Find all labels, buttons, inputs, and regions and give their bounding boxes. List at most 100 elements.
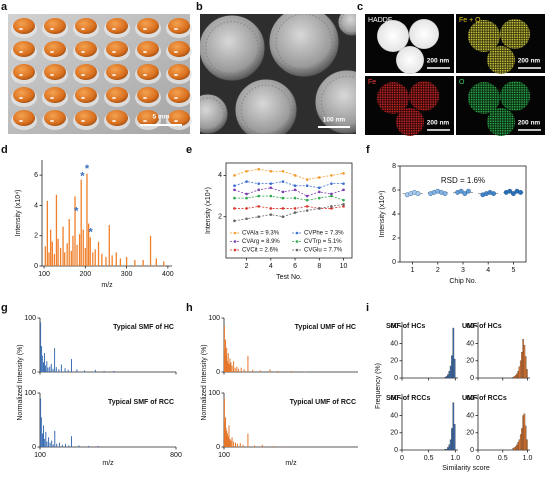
- bar: [451, 428, 453, 451]
- point: [293, 184, 297, 188]
- legend-dot: [295, 248, 299, 252]
- point: [442, 191, 448, 197]
- legend-label: CVGlu = 7.7%: [304, 248, 343, 254]
- y-tick-label: 60: [466, 323, 474, 330]
- bar: [519, 360, 522, 379]
- droplet: [137, 87, 159, 103]
- droplet: [106, 110, 128, 126]
- panel-label: b: [196, 1, 203, 13]
- droplet: [13, 64, 35, 80]
- bar: [453, 424, 456, 451]
- droplet: [137, 64, 159, 80]
- texture: [205, 21, 260, 75]
- point: [458, 188, 464, 194]
- tile-label: Fe + O: [459, 17, 481, 24]
- particle: [468, 20, 500, 52]
- y-tick-label: 4: [218, 172, 222, 179]
- point: [330, 194, 333, 198]
- point: [330, 174, 333, 177]
- histogram-title: UMF of RCCs: [462, 395, 507, 402]
- bar: [517, 370, 520, 379]
- x-axis-label: m/z: [285, 460, 297, 467]
- droplet: [168, 87, 190, 103]
- droplet: [75, 41, 97, 57]
- y-tick-label: 0: [394, 375, 398, 382]
- droplet: [13, 87, 35, 103]
- highlight: [19, 51, 23, 53]
- particle: [468, 82, 500, 114]
- point: [281, 190, 285, 194]
- point: [281, 207, 285, 210]
- droplet: [137, 41, 159, 57]
- highlight: [143, 28, 147, 30]
- highlight: [112, 97, 116, 99]
- axis-frame: [225, 162, 353, 259]
- highlight: [174, 28, 178, 30]
- y-tick-label: 100: [24, 315, 36, 322]
- point: [281, 215, 285, 218]
- highlight: [81, 120, 85, 122]
- y-tick-label: 0: [34, 263, 38, 270]
- droplet: [75, 18, 97, 34]
- y-tick-label: 0: [394, 447, 398, 454]
- bar: [524, 356, 527, 379]
- particle: [500, 81, 530, 111]
- x-tick-label: 4: [269, 263, 273, 270]
- point: [245, 196, 248, 200]
- particle: [487, 46, 515, 74]
- series-line: [234, 205, 344, 209]
- droplet: [137, 110, 159, 126]
- x-tick-label: 100: [34, 452, 46, 459]
- subplot-title: Typical SMF of RCC: [108, 399, 174, 406]
- highlight: [143, 74, 147, 76]
- highlight: [81, 74, 85, 76]
- legend-dot: [233, 231, 237, 235]
- droplet: [106, 87, 128, 103]
- x-tick-label: 5: [511, 267, 515, 274]
- highlight: [143, 120, 147, 122]
- bar: [512, 376, 515, 379]
- bar: [444, 448, 447, 451]
- point: [511, 191, 516, 197]
- x-tick-label: 10: [340, 263, 348, 270]
- highlight: [174, 74, 178, 76]
- point: [245, 192, 248, 196]
- highlight: [112, 120, 116, 122]
- series-line: [234, 195, 344, 201]
- point: [305, 184, 309, 188]
- point: [342, 198, 345, 202]
- bar: [445, 376, 448, 379]
- point: [269, 213, 273, 216]
- droplet: [44, 18, 66, 34]
- point: [281, 180, 285, 183]
- histogram-title: SMF of RCCs: [386, 395, 430, 402]
- y-tick-label: 0: [470, 375, 474, 382]
- point: [257, 215, 261, 218]
- bar: [449, 439, 452, 451]
- droplet: [106, 64, 128, 80]
- particle: [234, 78, 298, 134]
- highlight: [50, 120, 54, 122]
- bar: [513, 447, 516, 451]
- x-tick-label: 0: [400, 455, 404, 462]
- bar: [452, 402, 455, 451]
- point: [293, 196, 297, 200]
- subplot-title: Typical UMF of RCC: [290, 399, 356, 406]
- y-tick-label: 40: [390, 340, 398, 347]
- x-tick-label: 0: [476, 455, 480, 462]
- bar: [516, 444, 518, 451]
- highlight: [19, 97, 23, 99]
- droplet: [44, 87, 66, 103]
- point: [305, 209, 309, 212]
- subplot-title: Typical SMF of HC: [113, 324, 174, 331]
- particle: [500, 19, 530, 49]
- panel-label: a: [1, 1, 8, 13]
- bar: [451, 355, 453, 379]
- point: [233, 174, 236, 177]
- panel-label: h: [186, 302, 193, 314]
- bar: [453, 358, 456, 379]
- point: [317, 186, 321, 190]
- bar: [514, 446, 517, 451]
- bar: [448, 444, 451, 451]
- point: [342, 188, 345, 192]
